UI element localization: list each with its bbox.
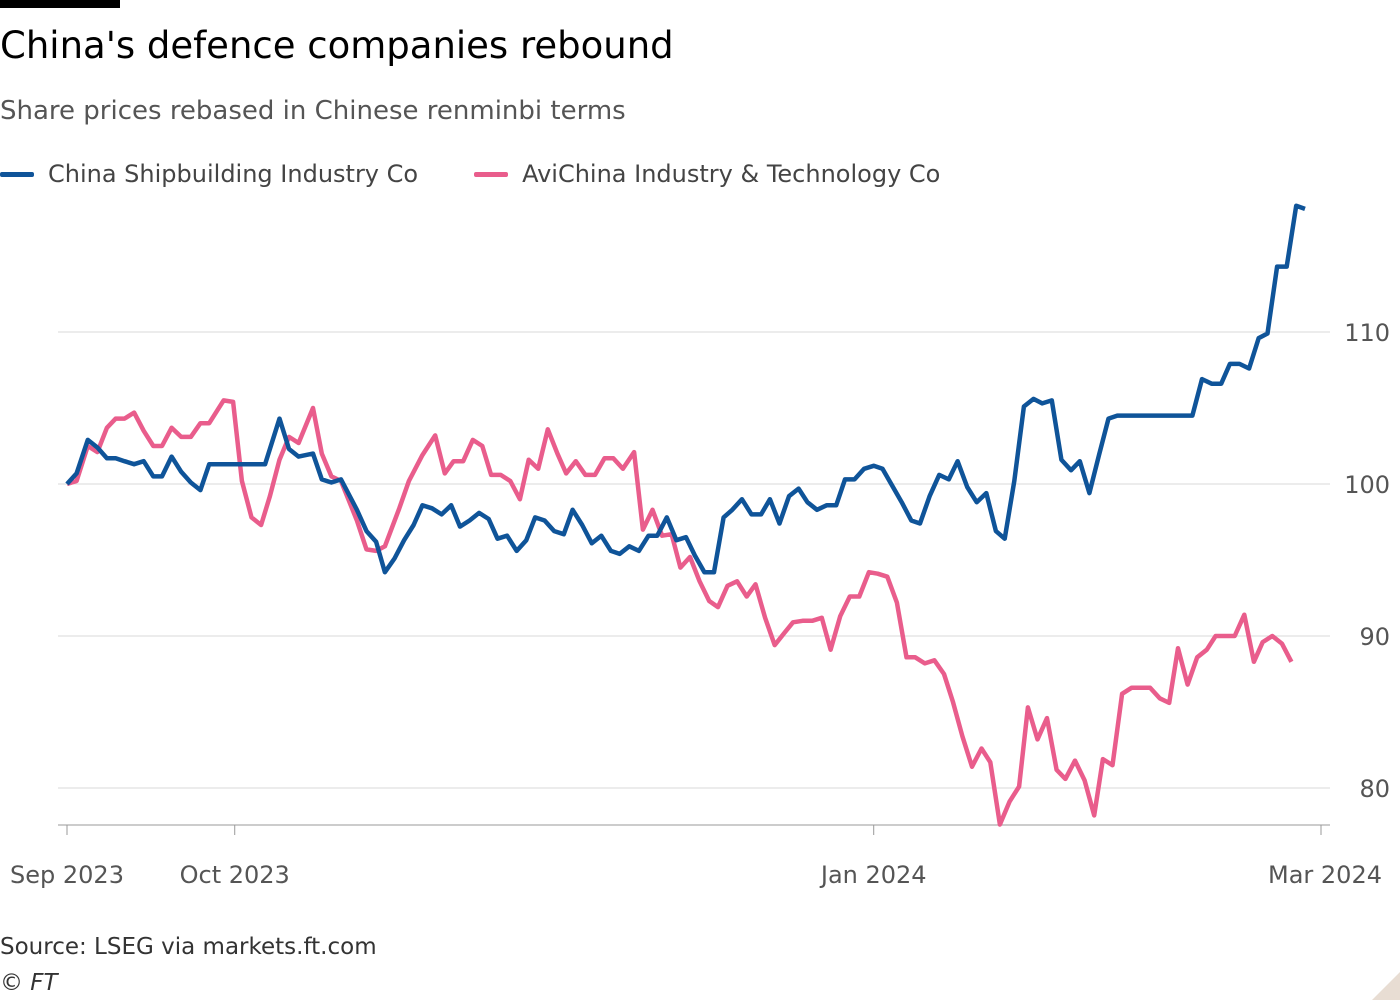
- legend-swatch-china-shipbuilding: [0, 171, 34, 177]
- series-line-avichina: [66, 398, 1294, 827]
- source-note: Source: LSEG via markets.ft.com: [0, 934, 377, 960]
- legend-item-avichina: AviChina Industry & Technology Co: [474, 160, 940, 188]
- series-line-china-shipbuilding: [65, 203, 1306, 575]
- y-tick-label-110: 110: [1344, 319, 1390, 347]
- legend-swatch-avichina: [474, 171, 509, 177]
- copyright: © FT: [0, 970, 58, 996]
- legend-label-china-shipbuilding: China Shipbuilding Industry Co: [48, 160, 419, 188]
- legend: China Shipbuilding Industry Co AviChina …: [0, 160, 996, 188]
- legend-item-china-shipbuilding: China Shipbuilding Industry Co: [0, 160, 418, 188]
- x-tick-label-3: Mar 2024: [1268, 861, 1382, 889]
- y-tick-label-80: 80: [1359, 775, 1390, 803]
- x-tick-label-2: Jan 2024: [819, 861, 927, 889]
- legend-label-avichina: AviChina Industry & Technology Co: [522, 160, 941, 188]
- x-tick-label-1: Oct 2023: [180, 861, 290, 889]
- y-tick-label-100: 100: [1344, 471, 1390, 499]
- chart-subtitle: Share prices rebased in Chinese renminbi…: [0, 96, 626, 126]
- chart-title: China's defence companies rebound: [0, 24, 674, 67]
- top-rule: [0, 0, 120, 8]
- x-tick-label-0: Sep 2023: [10, 861, 124, 889]
- corner-fold-icon: [1372, 972, 1400, 1000]
- y-tick-label-90: 90: [1359, 623, 1390, 651]
- line-chart: 80 90 100 110 Sep 2023 Oct 2023 Jan 2024 Mar 20…: [10, 203, 1390, 889]
